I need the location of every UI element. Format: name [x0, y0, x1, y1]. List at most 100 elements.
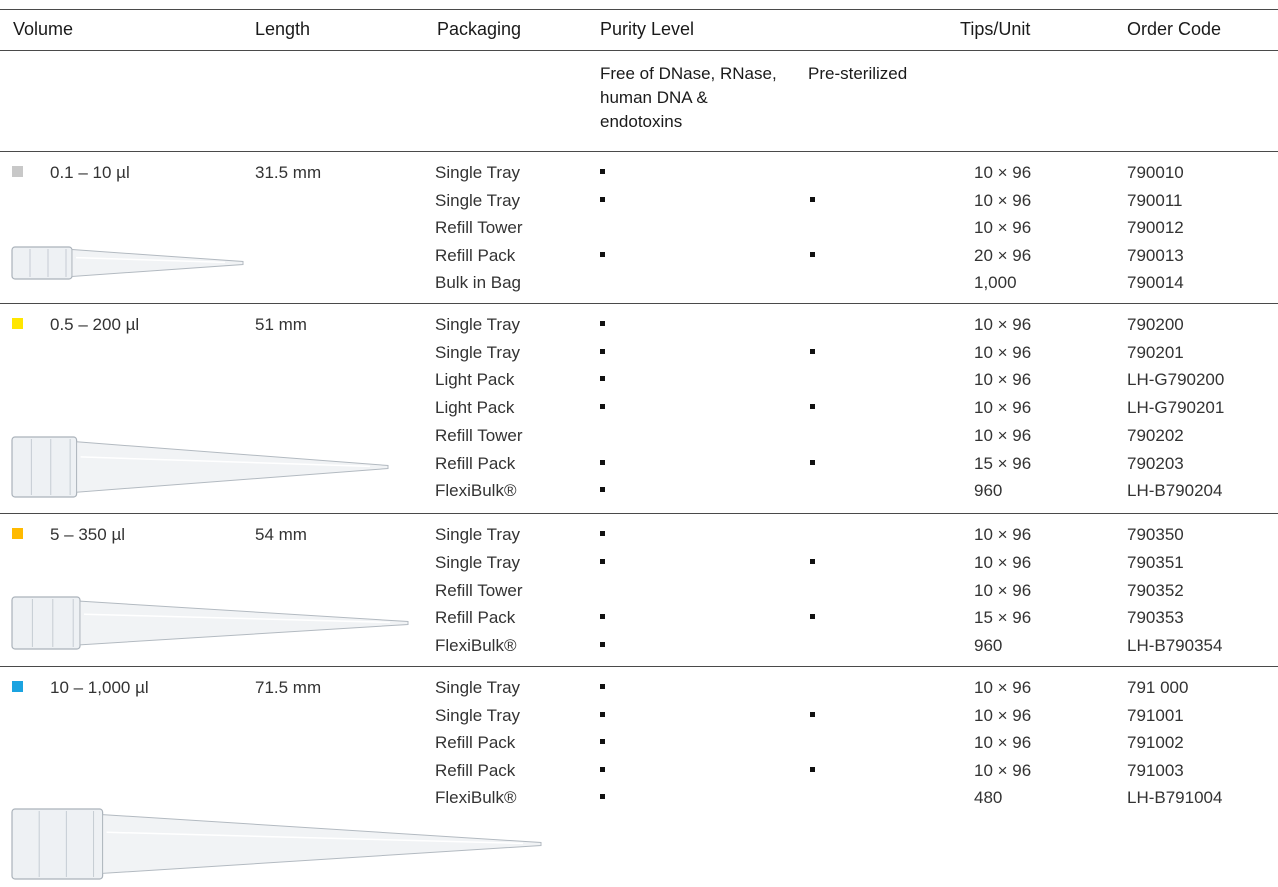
volume-color-swatch	[12, 681, 23, 692]
order-code-value: LH-G790200	[1127, 370, 1225, 390]
length-value: 31.5 mm	[255, 163, 322, 182]
order-code-value: 790350	[1127, 525, 1184, 544]
order-code-value: 791001	[1127, 705, 1184, 725]
free-of-dnase-marker	[600, 196, 605, 202]
free-of-dnase-marker	[600, 376, 605, 382]
tips-per-unit-value: 10 × 96	[974, 733, 1032, 753]
pipette-tip-350ul-icon	[10, 596, 410, 655]
length-value: 51 mm	[255, 315, 307, 334]
tips-per-unit-value: 10 × 96	[974, 163, 1032, 182]
pipette-tip-1000ul-icon	[10, 808, 543, 885]
volume-color-swatch	[12, 166, 23, 177]
packaging-value: Single Tray	[435, 705, 521, 725]
order-code-value: 790202	[1127, 425, 1184, 445]
tips-per-unit-value: 960	[974, 636, 1003, 656]
length-value: 54 mm	[255, 525, 307, 544]
free-of-dnase-marker	[600, 642, 605, 648]
packaging-value: Single Tray	[435, 342, 521, 362]
order-code-value: 791 000	[1127, 678, 1189, 697]
group-rule	[0, 513, 1278, 514]
packaging-value: Refill Tower	[435, 425, 523, 445]
volume-value: 5 – 350 µl	[50, 525, 126, 544]
volume-color-swatch	[12, 528, 23, 539]
packaging-value: FlexiBulk®	[435, 788, 517, 808]
packaging-value: FlexiBulk®	[435, 481, 517, 501]
pre-sterilized-marker	[810, 766, 815, 772]
order-code-value: 790013	[1127, 245, 1184, 265]
header-order-code: Order Code	[1127, 19, 1222, 39]
pre-sterilized-marker	[810, 558, 815, 564]
pre-sterilized-marker	[810, 614, 815, 620]
header-rule	[0, 50, 1278, 51]
packaging-value: Refill Tower	[435, 580, 523, 600]
free-of-dnase-marker	[600, 321, 605, 326]
order-code-value: 790201	[1127, 342, 1184, 362]
order-code-value: 790353	[1127, 608, 1184, 628]
header-tips-per-unit: Tips/Unit	[960, 19, 1031, 39]
packaging-value: Refill Pack	[435, 245, 516, 265]
tips-per-unit-value: 960	[974, 481, 1003, 501]
packaging-value: Single Tray	[435, 552, 521, 572]
tips-per-unit-value: 10 × 96	[974, 342, 1032, 362]
pipette-tip-200ul-icon	[10, 436, 390, 503]
pre-sterilized-marker	[810, 459, 815, 465]
tips-per-unit-value: 10 × 96	[974, 370, 1032, 390]
order-code-value: 790010	[1127, 163, 1184, 182]
group-rule	[0, 151, 1278, 152]
length-value: 71.5 mm	[255, 678, 322, 697]
pre-sterilized-marker	[810, 196, 815, 202]
packaging-value: FlexiBulk®	[435, 636, 517, 656]
tips-per-unit-value: 10 × 96	[974, 760, 1032, 780]
tips-per-unit-value: 10 × 96	[974, 552, 1032, 572]
tips-per-unit-value: 10 × 96	[974, 580, 1032, 600]
tips-per-unit-value: 15 × 96	[974, 453, 1032, 473]
tips-per-unit-value: 10 × 96	[974, 398, 1032, 418]
top-rule	[0, 9, 1278, 10]
packaging-value: Single Tray	[435, 315, 521, 334]
subheader-pre-sterilized: Pre-sterilized	[808, 64, 908, 83]
header-length: Length	[255, 19, 311, 39]
volume-value: 10 – 1,000 µl	[50, 678, 149, 697]
order-code-value: 790203	[1127, 453, 1184, 473]
volume-value: 0.1 – 10 µl	[50, 163, 130, 182]
order-code-value: LH-B790354	[1127, 636, 1223, 656]
volume-value: 0.5 – 200 µl	[50, 315, 140, 334]
pipette-tip-10ul-icon	[10, 246, 245, 285]
order-code-value: 790011	[1127, 190, 1183, 210]
packaging-value: Single Tray	[435, 525, 521, 544]
free-of-dnase-marker	[600, 459, 605, 465]
packaging-value: Refill Pack	[435, 608, 516, 628]
header-volume: Volume	[13, 19, 74, 39]
packaging-value: Refill Pack	[435, 760, 516, 780]
header-purity-level: Purity Level	[600, 19, 695, 39]
tips-per-unit-value: 1,000	[974, 273, 1017, 292]
header-packaging: Packaging	[437, 19, 522, 39]
tips-per-unit-value: 10 × 96	[974, 315, 1032, 334]
free-of-dnase-marker	[600, 766, 605, 772]
packaging-value: Light Pack	[435, 370, 515, 390]
order-code-value: 790014	[1127, 273, 1184, 292]
packaging-value: Single Tray	[435, 190, 521, 210]
free-of-dnase-marker	[600, 348, 605, 354]
packaging-value: Single Tray	[435, 163, 521, 182]
tips-per-unit-value: 10 × 96	[974, 425, 1032, 445]
tips-per-unit-value: 20 × 96	[974, 245, 1032, 265]
order-code-value: LH-B791004	[1127, 788, 1223, 808]
pre-sterilized-marker	[810, 251, 815, 257]
free-of-dnase-marker	[600, 614, 605, 620]
subheader-free-of-dnase: Free of DNase, RNase, human DNA & endoto…	[600, 64, 777, 131]
free-of-dnase-marker	[600, 251, 605, 257]
tips-per-unit-value: 10 × 96	[974, 190, 1032, 210]
tips-per-unit-value: 480	[974, 788, 1003, 808]
packaging-value: Refill Tower	[435, 218, 523, 237]
packaging-value: Light Pack	[435, 398, 515, 418]
order-code-value: 791002	[1127, 733, 1184, 753]
order-code-value: 790012	[1127, 218, 1184, 237]
tips-per-unit-value: 10 × 96	[974, 218, 1032, 237]
tips-per-unit-value: 10 × 96	[974, 525, 1032, 544]
free-of-dnase-marker	[600, 794, 605, 800]
free-of-dnase-marker	[600, 558, 605, 564]
packaging-value: Refill Pack	[435, 453, 516, 473]
free-of-dnase-marker	[600, 739, 605, 745]
free-of-dnase-marker	[600, 531, 605, 536]
